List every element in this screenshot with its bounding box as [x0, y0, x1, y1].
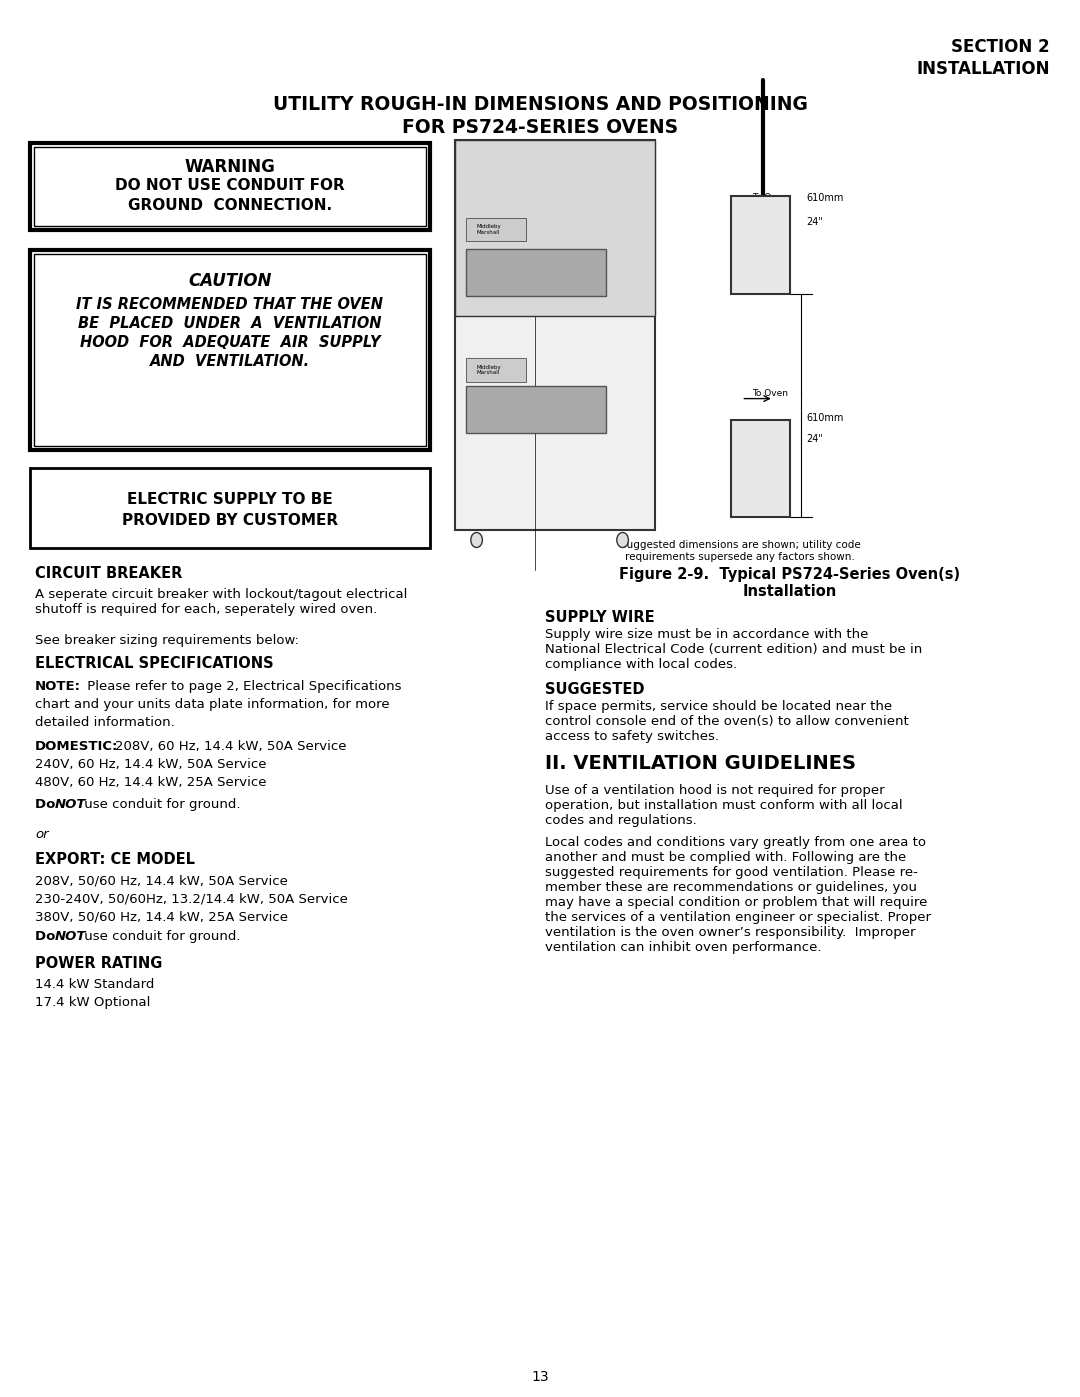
- Text: Figure 2-9.  Typical PS724-Series Oven(s)
Installation: Figure 2-9. Typical PS724-Series Oven(s)…: [620, 567, 960, 599]
- FancyBboxPatch shape: [30, 468, 430, 548]
- Text: INSTALLATION: INSTALLATION: [917, 60, 1050, 78]
- Text: ELECTRICAL SPECIFICATIONS: ELECTRICAL SPECIFICATIONS: [35, 657, 273, 671]
- Text: NOTE:: NOTE:: [35, 680, 81, 693]
- Text: HOOD  FOR  ADEQUATE  AIR  SUPPLY: HOOD FOR ADEQUATE AIR SUPPLY: [80, 335, 380, 351]
- Text: 610mm: 610mm: [806, 193, 843, 203]
- Text: Local codes and conditions vary greatly from one area to
another and must be com: Local codes and conditions vary greatly …: [545, 835, 931, 954]
- FancyBboxPatch shape: [30, 142, 430, 231]
- Text: AND  VENTILATION.: AND VENTILATION.: [150, 353, 310, 369]
- Text: II. VENTILATION GUIDELINES: II. VENTILATION GUIDELINES: [545, 754, 856, 773]
- Text: Please refer to page 2, Electrical Specifications: Please refer to page 2, Electrical Speci…: [83, 680, 402, 693]
- FancyBboxPatch shape: [30, 250, 430, 450]
- Text: 24": 24": [806, 433, 823, 443]
- Text: 13: 13: [531, 1370, 549, 1384]
- Text: ELECTRIC SUPPLY TO BE: ELECTRIC SUPPLY TO BE: [127, 492, 333, 507]
- Bar: [465, 386, 606, 433]
- Circle shape: [471, 532, 483, 548]
- Text: NOT: NOT: [55, 798, 86, 812]
- Text: To Oven: To Oven: [752, 193, 788, 203]
- Text: CAUTION: CAUTION: [188, 272, 272, 291]
- Text: DOMESTIC:: DOMESTIC:: [35, 740, 119, 753]
- Text: Suggested dimensions are shown; utility code
requirements supersede any factors : Suggested dimensions are shown; utility …: [620, 541, 861, 562]
- Text: 24": 24": [806, 217, 823, 226]
- Text: 208V, 60 Hz, 14.4 kW, 50A Service: 208V, 60 Hz, 14.4 kW, 50A Service: [114, 740, 347, 753]
- Text: use conduit for ground.: use conduit for ground.: [80, 798, 241, 812]
- Bar: [730, 196, 789, 293]
- Text: CIRCUIT BREAKER: CIRCUIT BREAKER: [35, 566, 183, 581]
- Text: FOR PS724-SERIES OVENS: FOR PS724-SERIES OVENS: [402, 117, 678, 137]
- Text: UTILITY ROUGH-IN DIMENSIONS AND POSITIONING: UTILITY ROUGH-IN DIMENSIONS AND POSITION…: [272, 95, 808, 115]
- FancyBboxPatch shape: [33, 254, 426, 446]
- Text: SUPPLY WIRE: SUPPLY WIRE: [545, 610, 654, 624]
- Text: NOT: NOT: [55, 930, 86, 943]
- Text: SUGGESTED: SUGGESTED: [545, 682, 645, 697]
- Text: 480V, 60 Hz, 14.4 kW, 25A Service: 480V, 60 Hz, 14.4 kW, 25A Service: [35, 775, 267, 789]
- Text: 14.4 kW Standard: 14.4 kW Standard: [35, 978, 154, 990]
- Bar: [455, 140, 654, 316]
- Text: 208V, 50/60 Hz, 14.4 kW, 50A Service: 208V, 50/60 Hz, 14.4 kW, 50A Service: [35, 875, 288, 887]
- Bar: [465, 359, 526, 381]
- Text: detailed information.: detailed information.: [35, 717, 175, 729]
- Bar: [730, 419, 789, 517]
- Text: Middleby
Marshall: Middleby Marshall: [476, 365, 501, 376]
- Text: WARNING: WARNING: [185, 158, 275, 176]
- Text: PROVIDED BY CUSTOMER: PROVIDED BY CUSTOMER: [122, 513, 338, 528]
- Text: SECTION 2: SECTION 2: [951, 38, 1050, 56]
- Text: Middleby
Marshall: Middleby Marshall: [476, 225, 501, 235]
- Text: If space permits, service should be located near the
control console end of the : If space permits, service should be loca…: [545, 700, 908, 743]
- Text: Use of a ventilation hood is not required for proper
operation, but installation: Use of a ventilation hood is not require…: [545, 784, 903, 827]
- Text: Do: Do: [35, 930, 60, 943]
- FancyBboxPatch shape: [33, 147, 426, 226]
- Text: DO NOT USE CONDUIT FOR: DO NOT USE CONDUIT FOR: [116, 177, 345, 193]
- Text: 240V, 60 Hz, 14.4 kW, 50A Service: 240V, 60 Hz, 14.4 kW, 50A Service: [35, 759, 267, 771]
- Text: use conduit for ground.: use conduit for ground.: [80, 930, 241, 943]
- Text: EXPORT: CE MODEL: EXPORT: CE MODEL: [35, 852, 195, 868]
- Circle shape: [617, 532, 629, 548]
- Text: A seperate circuit breaker with lockout/tagout electrical
shutoff is required fo: A seperate circuit breaker with lockout/…: [35, 588, 407, 616]
- Text: POWER RATING: POWER RATING: [35, 956, 162, 971]
- Bar: [465, 249, 606, 296]
- Bar: [465, 218, 526, 242]
- Text: Do: Do: [35, 798, 60, 812]
- Bar: [455, 140, 654, 529]
- Text: 230-240V, 50/60Hz, 13.2/14.4 kW, 50A Service: 230-240V, 50/60Hz, 13.2/14.4 kW, 50A Ser…: [35, 893, 348, 905]
- Text: 17.4 kW Optional: 17.4 kW Optional: [35, 996, 150, 1009]
- Text: Supply wire size must be in accordance with the
National Electrical Code (curren: Supply wire size must be in accordance w…: [545, 629, 922, 671]
- Text: See breaker sizing requirements below:: See breaker sizing requirements below:: [35, 634, 299, 647]
- Text: IT IS RECOMMENDED THAT THE OVEN: IT IS RECOMMENDED THAT THE OVEN: [77, 298, 383, 312]
- Text: GROUND  CONNECTION.: GROUND CONNECTION.: [127, 198, 332, 212]
- Text: BE  PLACED  UNDER  A  VENTILATION: BE PLACED UNDER A VENTILATION: [78, 316, 381, 331]
- Text: To Oven: To Oven: [752, 388, 788, 398]
- Text: 610mm: 610mm: [806, 412, 843, 422]
- Text: or: or: [35, 828, 49, 841]
- Text: chart and your units data plate information, for more: chart and your units data plate informat…: [35, 698, 390, 711]
- Text: 380V, 50/60 Hz, 14.4 kW, 25A Service: 380V, 50/60 Hz, 14.4 kW, 25A Service: [35, 909, 288, 923]
